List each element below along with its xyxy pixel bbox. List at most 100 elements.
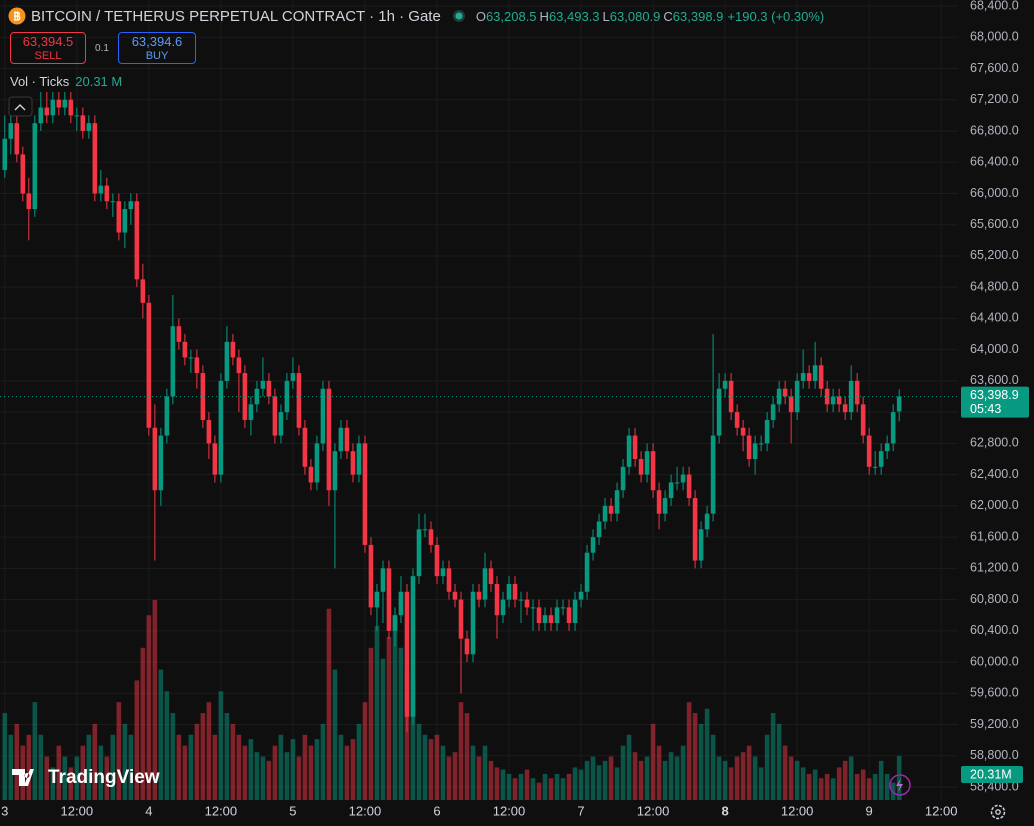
candle-body xyxy=(770,404,776,420)
ohlc-value: 63,398.9 xyxy=(672,8,724,24)
y-tick-label: 66,000.0 xyxy=(970,186,1019,200)
candle-body xyxy=(332,451,338,491)
candle-body xyxy=(170,326,176,397)
volume-bar xyxy=(854,773,860,800)
volume-bar xyxy=(566,773,572,800)
candle-body xyxy=(554,607,560,624)
volume-axis-label: 20.31M xyxy=(970,767,1012,781)
candle-body xyxy=(878,451,884,467)
candle-body xyxy=(14,123,20,155)
volume-bar xyxy=(302,734,308,800)
y-tick-label: 58,800.0 xyxy=(970,748,1019,762)
volume-bar xyxy=(62,756,68,800)
volume-bar xyxy=(74,756,80,800)
volume-bar xyxy=(518,773,524,800)
candle-body xyxy=(380,568,386,592)
watermark-text: TradingView xyxy=(48,767,160,788)
candle-body xyxy=(224,341,230,381)
candle-body xyxy=(662,498,668,514)
volume-bar xyxy=(584,760,590,800)
candle-body xyxy=(86,123,92,131)
candle-body xyxy=(884,443,890,452)
volume-bar xyxy=(536,782,542,800)
y-tick-label: 60,000.0 xyxy=(970,654,1019,668)
candle-body xyxy=(386,568,392,631)
volume-bar xyxy=(704,708,710,800)
candle-body xyxy=(482,568,488,600)
ohlc-key: C xyxy=(663,8,673,24)
y-tick-label: 62,800.0 xyxy=(970,436,1019,450)
volume-bar xyxy=(440,745,446,800)
volume-bar xyxy=(482,745,488,800)
candle-body xyxy=(674,482,680,484)
candle-body xyxy=(752,443,758,460)
watermark-logo xyxy=(12,769,34,786)
volume-bar xyxy=(68,767,74,800)
candle-body xyxy=(272,396,278,436)
volume-bar xyxy=(224,713,230,800)
volume-bar xyxy=(344,745,350,800)
candle-body xyxy=(398,591,404,616)
volume-bar xyxy=(2,713,8,800)
volume-bar xyxy=(56,745,62,800)
candle-body xyxy=(794,380,800,413)
volume-bar xyxy=(128,734,134,800)
candle-body xyxy=(20,154,26,194)
volume-bar xyxy=(290,739,296,800)
volume-bar xyxy=(158,669,164,800)
volume-bar xyxy=(470,745,476,800)
candle-body xyxy=(764,419,770,444)
volume-bar xyxy=(578,769,584,800)
volume-bar xyxy=(134,680,140,800)
volume-bar xyxy=(314,739,320,800)
volume-bar xyxy=(260,756,266,800)
candle-body xyxy=(842,404,848,413)
volume-bar xyxy=(506,773,512,800)
x-tick-label: 5 xyxy=(289,803,296,818)
ohlc-key: H xyxy=(539,8,549,24)
volume-bar xyxy=(812,769,818,800)
collapse-chevron xyxy=(14,104,26,111)
candle-body xyxy=(692,498,698,561)
candle-body xyxy=(506,583,512,600)
buy-label: BUY xyxy=(145,50,169,62)
volume-bar xyxy=(746,745,752,800)
candle-body xyxy=(290,373,296,381)
ohlc-value: 63,208.5 xyxy=(485,8,537,24)
volume-bar xyxy=(758,767,764,800)
candle-body xyxy=(356,443,362,475)
alert-button[interactable] xyxy=(889,774,911,796)
y-tick-label: 62,400.0 xyxy=(970,467,1019,481)
volume-bar xyxy=(194,723,200,800)
candle-body xyxy=(632,435,638,460)
volume-bar xyxy=(80,745,86,800)
settings-button[interactable] xyxy=(990,804,1006,820)
volume-bar xyxy=(548,778,554,800)
volume-bar xyxy=(188,734,194,800)
volume-bar xyxy=(806,773,812,800)
volume-bar xyxy=(146,615,152,800)
collapse-button[interactable] xyxy=(8,96,33,117)
collapse-box xyxy=(8,96,33,117)
candle-body xyxy=(470,591,476,655)
volume-label-box xyxy=(961,766,1023,783)
volume-bar xyxy=(572,767,578,800)
y-tick-label: 64,000.0 xyxy=(970,342,1019,356)
candle-body xyxy=(2,138,8,171)
candle-body xyxy=(236,357,242,374)
volume-bar xyxy=(512,778,518,800)
buy-button[interactable]: 63,394.6 BUY xyxy=(118,32,196,64)
candle-body xyxy=(746,435,752,460)
volume-bar xyxy=(722,760,728,800)
volume-bar xyxy=(152,600,158,800)
symbol-legend: BITCOIN / TETHERUS PERPETUAL CONTRACT · … xyxy=(8,6,824,26)
candle-body xyxy=(722,380,728,389)
candle-body xyxy=(302,427,308,467)
sell-button[interactable]: 63,394.5 SELL xyxy=(10,32,86,64)
countdown: 05:43 xyxy=(970,402,1001,416)
candle-body xyxy=(626,435,632,467)
volume-bar xyxy=(656,745,662,800)
candle-body xyxy=(164,396,170,436)
volume-bar xyxy=(428,739,434,800)
